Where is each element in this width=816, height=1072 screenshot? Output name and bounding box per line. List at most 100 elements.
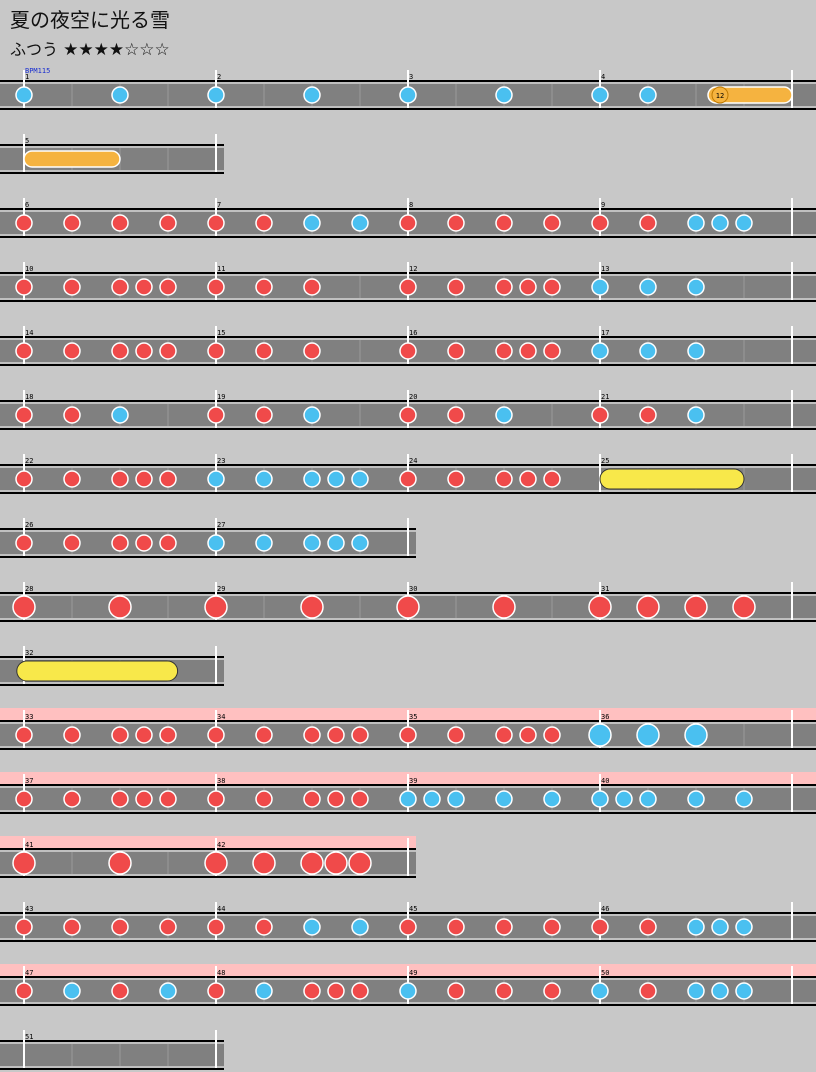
don-note <box>159 214 177 232</box>
big-don-note <box>300 595 324 619</box>
don-note <box>135 470 153 488</box>
ka-note <box>351 534 369 552</box>
ka-note <box>495 86 513 104</box>
big-ka-note <box>636 723 660 747</box>
measure-number: 23 <box>217 457 225 465</box>
don-note <box>327 726 345 744</box>
don-note <box>447 982 465 1000</box>
don-note <box>543 918 561 936</box>
don-note <box>495 470 513 488</box>
ka-note <box>111 86 129 104</box>
measure-number: 4 <box>601 73 605 81</box>
measure-number: 45 <box>409 905 417 913</box>
measure-number: 5 <box>25 137 29 145</box>
measure-number: 27 <box>217 521 225 529</box>
don-note <box>111 534 129 552</box>
don-note <box>543 470 561 488</box>
ka-note <box>207 470 225 488</box>
ka-note <box>15 86 33 104</box>
measure-number: 43 <box>25 905 33 913</box>
don-note <box>447 470 465 488</box>
measure-number: 2 <box>217 73 221 81</box>
don-note <box>255 790 273 808</box>
don-note <box>351 790 369 808</box>
don-note <box>159 918 177 936</box>
lane <box>0 1042 224 1068</box>
don-note <box>207 982 225 1000</box>
ka-note <box>327 534 345 552</box>
ka-note <box>351 918 369 936</box>
ka-note <box>687 982 705 1000</box>
ka-note <box>591 342 609 360</box>
drumroll-note <box>707 86 793 104</box>
measure-number: 31 <box>601 585 609 593</box>
measure-number: 35 <box>409 713 417 721</box>
don-note <box>447 726 465 744</box>
don-note <box>447 918 465 936</box>
don-note <box>159 342 177 360</box>
bpm-label: BPM115 <box>25 67 50 75</box>
chart-row: 14 15 16 17 <box>0 326 816 366</box>
measure-number: 20 <box>409 393 417 401</box>
ka-note <box>735 214 753 232</box>
ka-note <box>159 982 177 1000</box>
ka-note <box>207 534 225 552</box>
don-note <box>591 918 609 936</box>
don-note <box>63 470 81 488</box>
don-note <box>495 982 513 1000</box>
ka-note <box>303 214 321 232</box>
don-note <box>63 918 81 936</box>
measure-number: 34 <box>217 713 225 721</box>
don-note <box>15 406 33 424</box>
measure-number: 39 <box>409 777 417 785</box>
don-note <box>399 278 417 296</box>
don-note <box>207 342 225 360</box>
measure-number: 32 <box>25 649 33 657</box>
don-note <box>135 790 153 808</box>
measure-number: 41 <box>25 841 33 849</box>
ka-note <box>447 790 465 808</box>
big-don-note <box>252 851 276 875</box>
measure-number: 16 <box>409 329 417 337</box>
ka-note <box>687 214 705 232</box>
don-note <box>135 726 153 744</box>
don-note <box>495 726 513 744</box>
don-note <box>303 342 321 360</box>
don-note <box>207 278 225 296</box>
ka-note <box>735 918 753 936</box>
measure-number: 7 <box>217 201 221 209</box>
measure-number: 30 <box>409 585 417 593</box>
don-note <box>111 278 129 296</box>
chart-row: 37 38 39 40 <box>0 772 816 814</box>
don-note <box>207 726 225 744</box>
ka-note <box>687 278 705 296</box>
ka-note <box>687 790 705 808</box>
don-note <box>543 982 561 1000</box>
chart-row: 26 27 <box>0 518 416 558</box>
chart-row: 33 34 35 36 <box>0 708 816 750</box>
ka-note <box>735 982 753 1000</box>
don-note <box>591 406 609 424</box>
ka-note <box>495 790 513 808</box>
ka-note <box>591 86 609 104</box>
big-don-note <box>348 851 372 875</box>
ka-note <box>399 790 417 808</box>
difficulty-label: ふつう <box>10 40 59 59</box>
big-don-note <box>108 851 132 875</box>
measure-number: 15 <box>217 329 225 337</box>
don-note <box>15 214 33 232</box>
chart-row: 6 7 8 9 <box>0 198 816 238</box>
ka-note <box>735 790 753 808</box>
don-note <box>495 214 513 232</box>
don-note <box>63 214 81 232</box>
ka-note <box>63 982 81 1000</box>
don-note <box>519 342 537 360</box>
don-note <box>135 278 153 296</box>
don-note <box>543 342 561 360</box>
ka-note <box>399 86 417 104</box>
ka-note <box>615 790 633 808</box>
don-note <box>207 214 225 232</box>
don-note <box>255 726 273 744</box>
don-note <box>111 342 129 360</box>
